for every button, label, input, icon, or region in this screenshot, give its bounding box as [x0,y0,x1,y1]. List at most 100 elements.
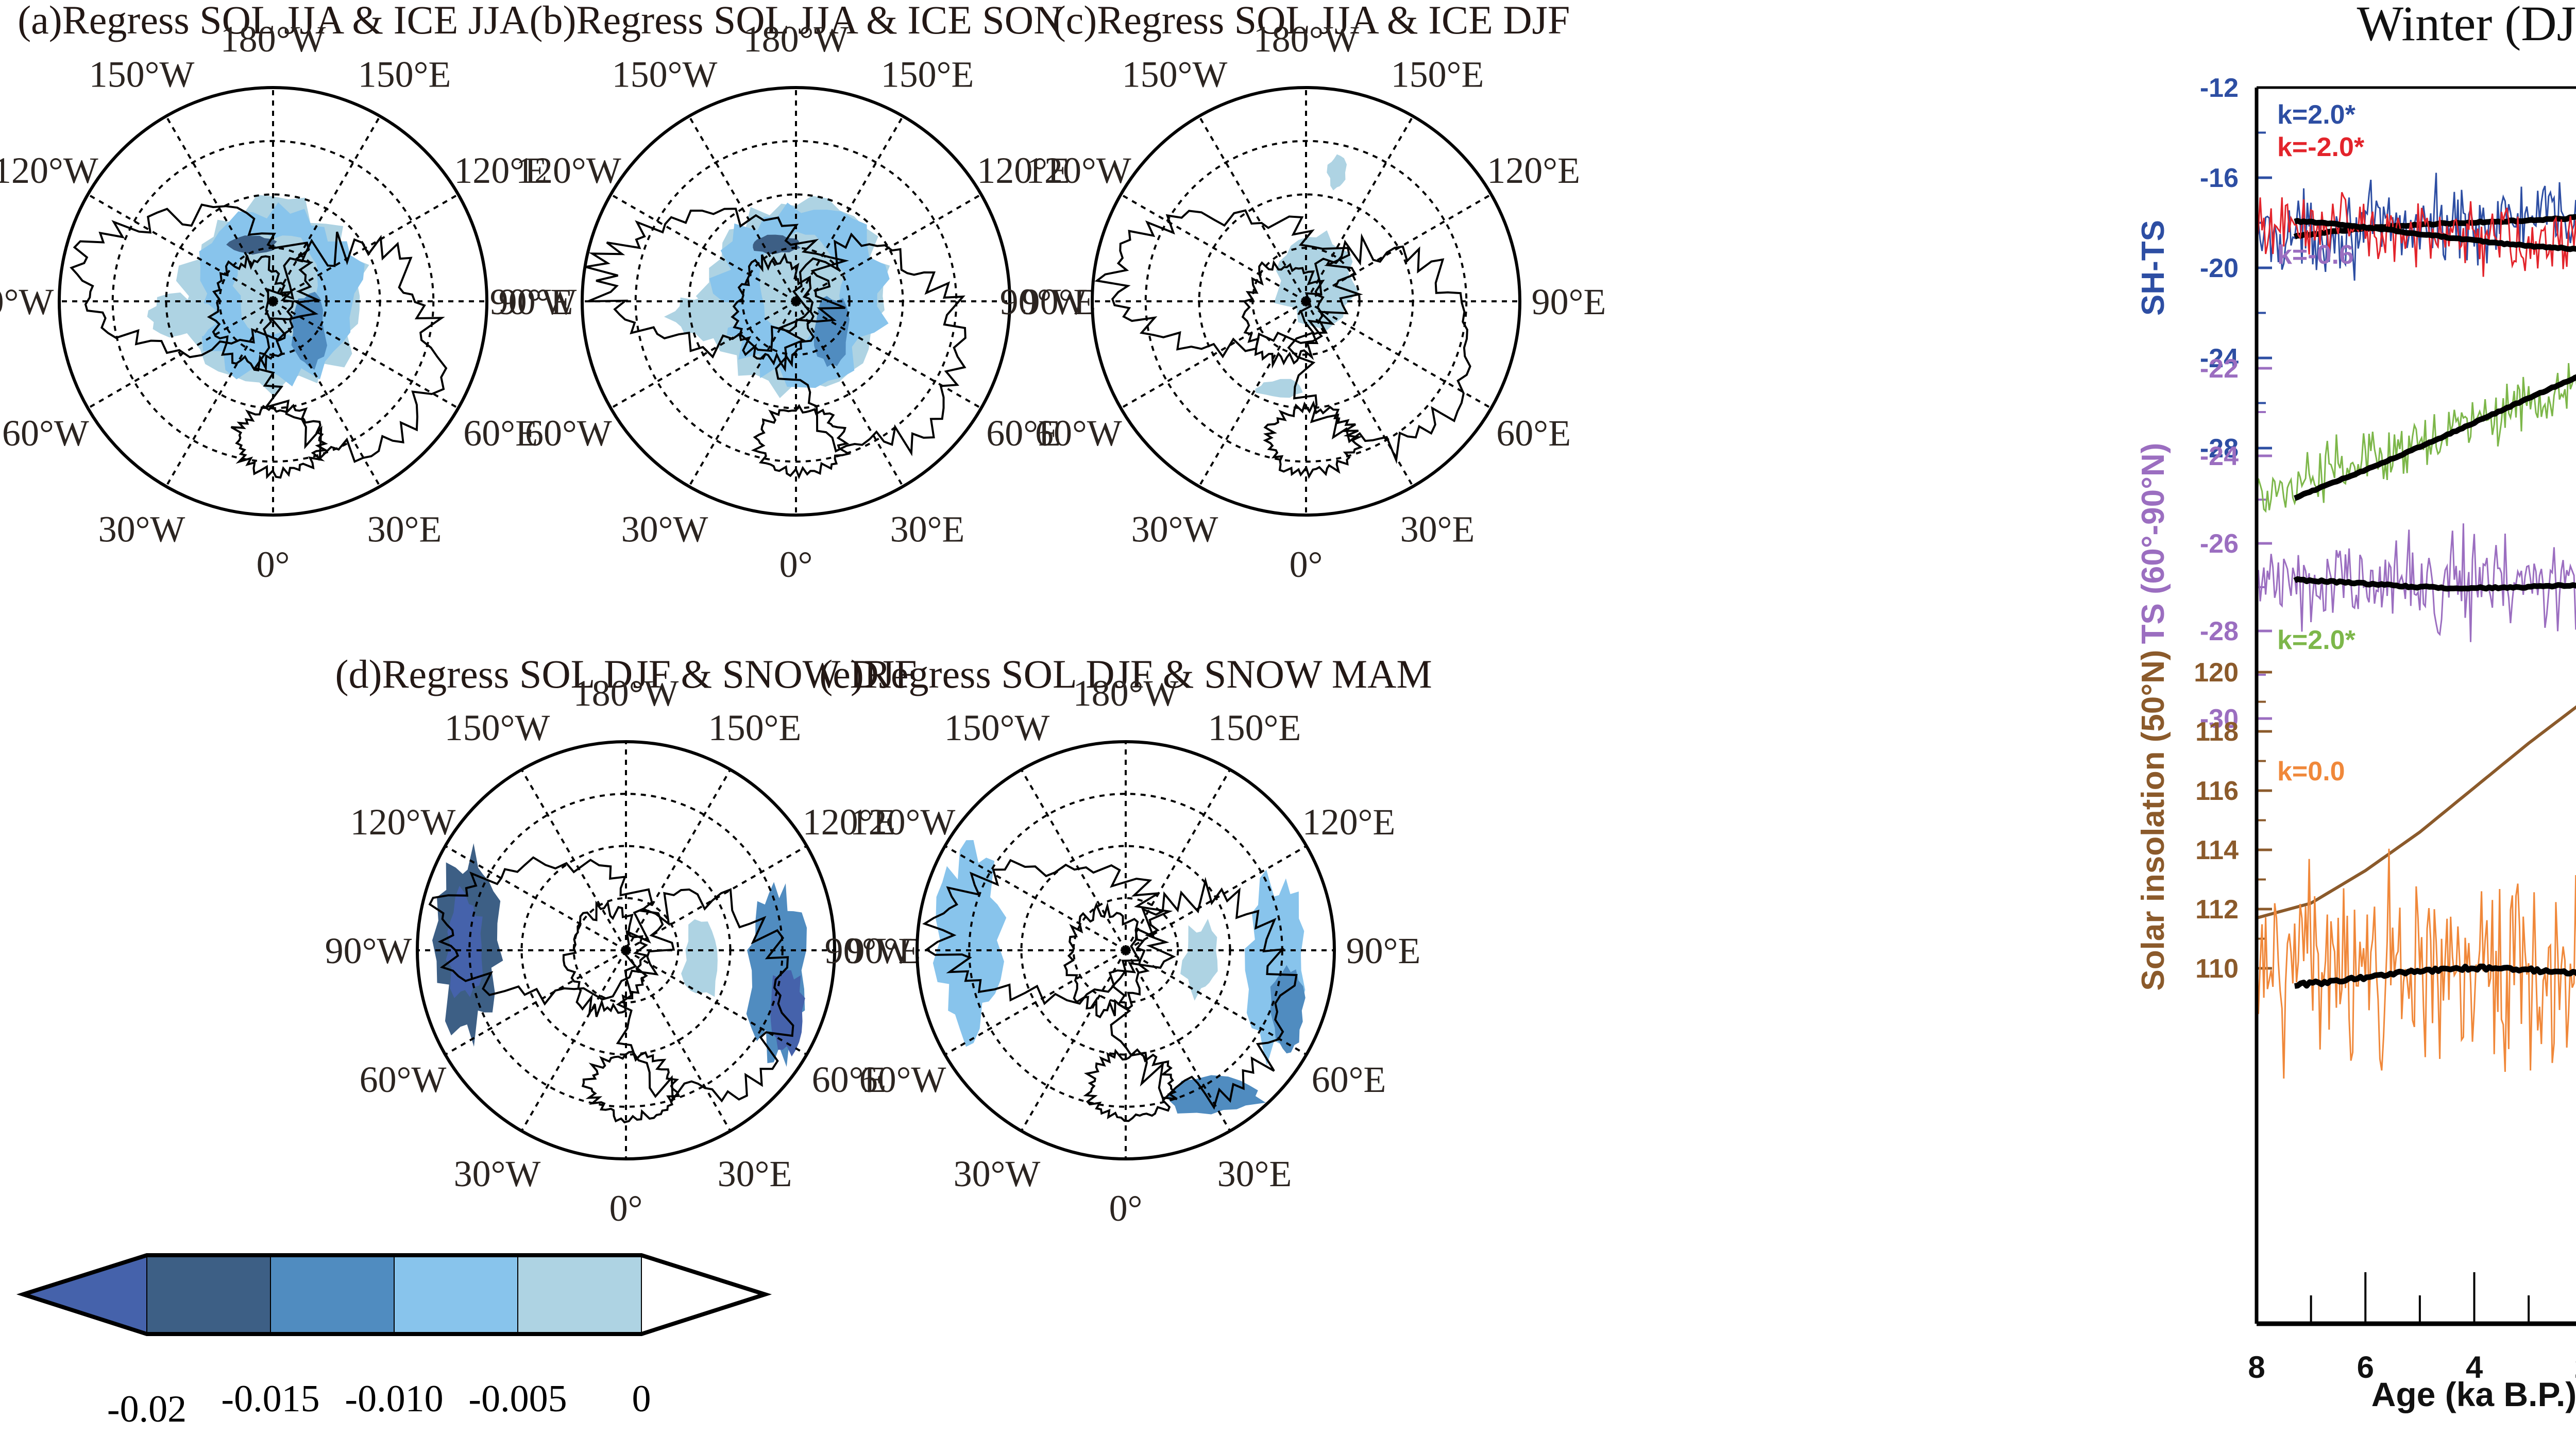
coastline [1263,400,1363,480]
lon-label-60e: 60°E [1496,413,1571,454]
y-tick-label-e: 114 [2195,835,2239,865]
meridian-line [625,845,807,951]
map-title-a: (a)Regress SOL JJA & ICE JJA [18,0,529,42]
meridian-line [272,300,459,409]
y-tick-label-c: -22 [2200,354,2239,384]
shading-europe [1166,1075,1266,1115]
polar-map-c: 180°W 150°E 120°E 90°E 60°E 30°E 0° 30°W 60°W 90°… [1000,19,1606,585]
coastline [1083,1048,1178,1122]
colorbar-bin-1 [147,1255,270,1334]
trend-k-label-a: k=2.0* [2277,100,2356,130]
chart-title-winter: Winter (DJF) [2357,0,2576,51]
map-title-b: (b)Regress SOL JJA & ICE SON [530,0,1063,42]
lon-label-60e: 60°E [986,413,1061,454]
colorbar-bin-2 [270,1255,394,1334]
meridian-line [1198,115,1307,302]
lon-label-60w: 60°W [859,1059,946,1100]
latitude-circle [111,140,435,463]
map-boundary [916,740,1336,1160]
raw-series-f [2256,848,2576,1079]
lon-label-0: 0° [779,544,813,585]
lon-label-180w: 180°W [221,19,326,60]
coastline [581,1050,681,1124]
meridian-line [1305,300,1414,487]
lon-label-30w: 30°W [1131,509,1218,550]
lon-label-30e: 30°E [890,509,965,550]
x-tick-label: 4 [2466,1350,2483,1384]
trend-line-b [2294,218,2576,252]
chart-winter: -12-16-20-24-28SH-TSAk=2.0*-46-48-50-52-… [2136,73,2576,1384]
latitude-circle [1144,140,1468,463]
coastline [253,231,448,463]
series-d: 23.623.222.822.42221.6TS（0–30°N）Dk=2.0* [2256,363,2576,655]
trend-k-label-c: k=-0.6 [2277,240,2354,270]
x-tick-label: 8 [2248,1350,2265,1384]
y-tick-label-e: 110 [2195,954,2239,984]
trend-line-c [2293,576,2576,592]
lon-label-150w: 150°W [89,54,195,95]
y-tick-label-a: -24 [2200,344,2239,373]
meridian-line [520,769,627,951]
lon-label-60e: 60°E [812,1059,887,1100]
meridian-line [944,949,1127,1056]
lon-label-60w: 60°W [1035,413,1122,454]
raw-series-c [2256,523,2576,642]
shading-level-4-south [1255,379,1303,398]
meridian-line [795,300,904,487]
y-axis-title-c: TS (60°-90°N) [2136,443,2171,644]
map-title-d: (d)Regress SOL DJF & SNOW DJF [335,652,917,696]
coastline [562,900,649,1017]
meridian-line [610,193,797,302]
lon-label-0: 0° [1290,544,1323,585]
shading-level-1 [753,234,801,254]
raw-series-b [2256,192,2576,277]
lon-label-30e: 30°E [1217,1153,1292,1194]
meridian-line [520,949,627,1132]
lon-label-150e: 150°E [708,707,802,748]
lon-label-30w: 30°W [454,1153,541,1194]
meridian-line [625,949,807,1056]
polar-map-e: 180°W 150°E 120°E 90°E 60°E 30°E 0° 30°W 60°W 90°… [825,673,1421,1229]
trend-line-d [2294,374,2576,501]
regression-maps: (a)Regress SOL JJA & ICE JJA (b)Regress … [0,0,1606,1430]
colorbar: -0.02 -0.015 -0.010 -0.005 0 [16,1253,772,1430]
meridian-line [1020,949,1127,1132]
lon-label-0: 0° [257,544,290,585]
map-boundary [58,86,488,517]
y-tick-label-a: -12 [2200,73,2239,103]
shading-eurasia-core [1270,965,1306,1054]
latitude-circle [634,140,958,463]
meridian-line [1125,845,1307,951]
shading-level-4-hudson [664,297,740,341]
series-e: 120 118 116 114 112 110 Solar insolation (50°N… [2136,649,2576,991]
polar-map-b: 180°W 150°E 120°E 90°E 60°E 30°E 0° 30°W 60°W 90°… [490,19,1096,585]
y-tick-label-a: -28 [2200,434,2239,464]
coastline [1110,877,1298,1110]
meridian-line [625,769,732,951]
coastline [428,856,675,1006]
y-tick-label-e: 112 [2195,895,2239,925]
colorbar-label-2: -0.010 [345,1378,443,1420]
insolation-curve-e [2256,705,2576,920]
lon-label-120w: 120°W [1026,150,1131,191]
lon-label-90e: 90°E [1022,281,1096,322]
trend-k-label-d: k=2.0* [2277,625,2356,655]
coastline [1094,209,1363,358]
x-tick-label: 6 [2357,1350,2374,1384]
coastline [751,404,852,480]
meridian-line [1305,115,1414,302]
meridian-line [87,193,274,302]
lon-label-30e: 30°E [718,1153,792,1194]
shading-eurasia [746,882,807,1067]
meridian-line [1125,769,1231,951]
lon-label-90w: 90°W [825,930,912,971]
lon-label-60e: 60°E [463,413,538,454]
meridian-line [795,300,982,409]
meridian-line [165,115,274,302]
meridian-line [445,949,626,1056]
lon-label-0: 0° [609,1188,643,1229]
lon-label-150w: 150°W [612,54,718,95]
lon-label-30e: 30°E [367,509,442,550]
